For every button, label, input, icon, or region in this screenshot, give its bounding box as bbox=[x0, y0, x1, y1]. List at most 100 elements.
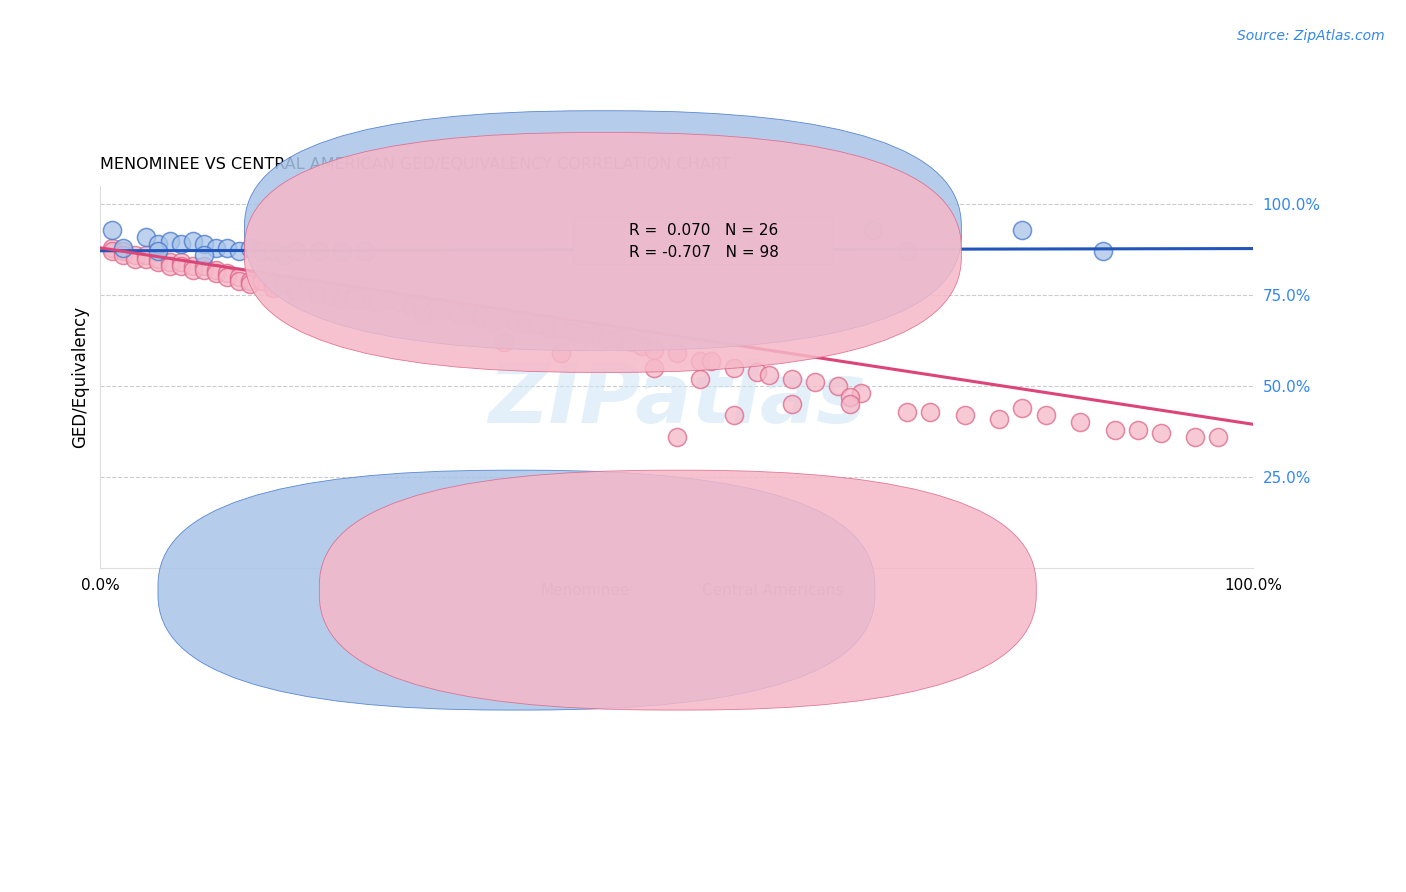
Point bbox=[838, 397, 860, 411]
Point bbox=[135, 252, 157, 266]
Point bbox=[492, 335, 515, 350]
Point bbox=[228, 269, 250, 284]
Point bbox=[217, 266, 239, 280]
Point bbox=[481, 313, 503, 327]
Point bbox=[124, 248, 146, 262]
Point bbox=[159, 259, 181, 273]
Point bbox=[181, 234, 204, 248]
Point bbox=[389, 295, 412, 310]
Point bbox=[159, 234, 181, 248]
Text: R = -0.707   N = 98: R = -0.707 N = 98 bbox=[630, 245, 779, 260]
Point bbox=[217, 269, 239, 284]
Point bbox=[308, 244, 330, 259]
Point bbox=[574, 328, 596, 343]
Point bbox=[193, 248, 215, 262]
Point bbox=[204, 241, 226, 255]
Point bbox=[193, 259, 215, 273]
Text: MENOMINEE VS CENTRAL AMERICAN GED/EQUIVALENCY CORRELATION CHART: MENOMINEE VS CENTRAL AMERICAN GED/EQUIVA… bbox=[100, 157, 731, 172]
Point bbox=[665, 346, 688, 360]
Point bbox=[146, 237, 169, 252]
Point bbox=[401, 299, 423, 313]
FancyBboxPatch shape bbox=[572, 217, 832, 264]
Point bbox=[689, 372, 711, 386]
Point bbox=[250, 274, 273, 288]
Point bbox=[204, 266, 226, 280]
Point bbox=[170, 255, 193, 269]
Point bbox=[596, 332, 619, 346]
Point bbox=[1011, 401, 1033, 415]
Point bbox=[1035, 408, 1057, 422]
Point bbox=[170, 259, 193, 273]
Point bbox=[332, 292, 354, 306]
Point bbox=[146, 244, 169, 259]
Point bbox=[112, 241, 135, 255]
Text: ZIPatlas: ZIPatlas bbox=[488, 359, 866, 441]
Point bbox=[689, 353, 711, 368]
Point bbox=[838, 390, 860, 404]
Text: R =  0.070   N = 26: R = 0.070 N = 26 bbox=[630, 223, 779, 238]
Point bbox=[896, 244, 918, 259]
Point bbox=[239, 241, 262, 255]
Point bbox=[319, 285, 342, 299]
Point bbox=[181, 259, 204, 273]
Point bbox=[319, 288, 342, 302]
Point bbox=[561, 325, 583, 339]
Text: Source: ZipAtlas.com: Source: ZipAtlas.com bbox=[1237, 29, 1385, 44]
Point bbox=[550, 321, 572, 335]
Point bbox=[228, 274, 250, 288]
Point bbox=[447, 306, 470, 320]
Point bbox=[516, 317, 538, 331]
Point bbox=[101, 241, 124, 255]
Point bbox=[112, 244, 135, 259]
Point bbox=[170, 237, 193, 252]
Point bbox=[780, 372, 803, 386]
Point bbox=[146, 252, 169, 266]
Point bbox=[274, 277, 297, 292]
Point bbox=[343, 288, 366, 302]
Point bbox=[124, 252, 146, 266]
Point bbox=[631, 339, 654, 353]
Point bbox=[1208, 430, 1230, 444]
Point bbox=[112, 248, 135, 262]
Point bbox=[988, 412, 1011, 426]
Point bbox=[849, 386, 872, 401]
Point bbox=[862, 222, 884, 236]
Point bbox=[665, 430, 688, 444]
Point bbox=[470, 310, 492, 324]
Point bbox=[734, 222, 756, 236]
FancyBboxPatch shape bbox=[319, 470, 1036, 710]
Point bbox=[1150, 426, 1173, 441]
Text: Central Americans: Central Americans bbox=[702, 583, 844, 598]
FancyBboxPatch shape bbox=[245, 133, 962, 372]
Point bbox=[550, 346, 572, 360]
Point bbox=[332, 244, 354, 259]
Point bbox=[239, 277, 262, 292]
Point bbox=[953, 408, 976, 422]
Text: Menominee: Menominee bbox=[541, 583, 630, 598]
Point bbox=[896, 404, 918, 418]
Point bbox=[135, 230, 157, 244]
Point bbox=[585, 328, 607, 343]
Point bbox=[297, 281, 319, 295]
Point bbox=[101, 244, 124, 259]
Y-axis label: GED/Equivalency: GED/Equivalency bbox=[72, 306, 89, 448]
Point bbox=[262, 277, 284, 292]
Point bbox=[217, 241, 239, 255]
Point bbox=[146, 255, 169, 269]
Point bbox=[262, 281, 284, 295]
Point bbox=[804, 376, 827, 390]
Point bbox=[285, 285, 308, 299]
Point bbox=[607, 332, 630, 346]
Point bbox=[700, 353, 723, 368]
FancyBboxPatch shape bbox=[157, 470, 875, 710]
Point bbox=[250, 244, 273, 259]
Point bbox=[159, 255, 181, 269]
Point bbox=[101, 222, 124, 236]
Point bbox=[308, 288, 330, 302]
Point bbox=[377, 292, 399, 306]
Point bbox=[354, 292, 377, 306]
FancyBboxPatch shape bbox=[245, 111, 962, 351]
Point bbox=[308, 285, 330, 299]
Point bbox=[1184, 430, 1206, 444]
Point bbox=[239, 274, 262, 288]
